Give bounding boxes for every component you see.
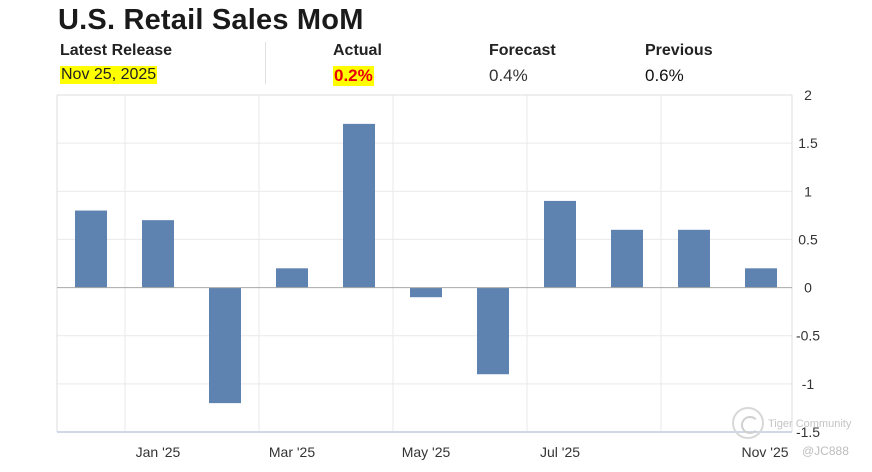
- watermark-name: Tiger Community: [768, 418, 852, 430]
- bar-jan-25: [142, 220, 174, 288]
- latest-release-value: Nov 25, 2025: [60, 66, 158, 84]
- bar-aug-25: [611, 229, 643, 288]
- actual-value: 0.2%: [333, 66, 374, 86]
- bar-apr-25: [343, 123, 375, 288]
- bar-sep-25: [678, 229, 710, 288]
- page-title: U.S. Retail Sales MoM: [58, 4, 364, 36]
- x-tick-label: Jan '25: [136, 444, 181, 460]
- watermark: Tiger Community @JC888: [730, 405, 860, 465]
- forecast-value: 0.4%: [489, 66, 528, 85]
- y-tick-label: -1: [802, 376, 815, 392]
- y-tick-label: 2: [804, 87, 812, 103]
- y-tick-label: -1.5: [796, 424, 820, 440]
- y-tick-label: 1: [804, 183, 812, 199]
- bar-may-25: [410, 287, 442, 298]
- x-tick-label: Nov '25: [741, 444, 788, 460]
- x-tick-label: Mar '25: [269, 444, 315, 460]
- header-divider: [265, 42, 266, 84]
- actual-stat: Actual 0.2%: [333, 42, 382, 86]
- previous-stat: Previous 0.6%: [645, 42, 713, 86]
- x-tick-label: May '25: [402, 444, 451, 460]
- bar-feb-25: [209, 287, 241, 404]
- actual-label: Actual: [333, 42, 382, 59]
- y-tick-label: 0: [804, 280, 812, 296]
- previous-label: Previous: [645, 42, 713, 59]
- x-tick-label: Jul '25: [540, 444, 580, 460]
- bar-dec-24: [75, 210, 107, 288]
- latest-release-stat: Latest Release Nov 25, 2025: [60, 42, 172, 84]
- watermark-handle: @JC888: [802, 444, 849, 458]
- forecast-label: Forecast: [489, 42, 556, 59]
- y-tick-label: -0.5: [796, 328, 820, 344]
- bar-jun-25: [477, 287, 509, 375]
- latest-release-label: Latest Release: [60, 42, 173, 59]
- bar-jul-25: [544, 200, 576, 288]
- y-tick-label: 1.5: [798, 135, 818, 151]
- tiger-logo-icon: [732, 407, 764, 439]
- previous-value: 0.6%: [645, 66, 684, 85]
- bar-oct-25: [745, 268, 777, 288]
- forecast-stat: Forecast 0.4%: [489, 42, 556, 86]
- bar-mar-25: [276, 268, 308, 288]
- y-tick-label: 0.5: [798, 231, 818, 247]
